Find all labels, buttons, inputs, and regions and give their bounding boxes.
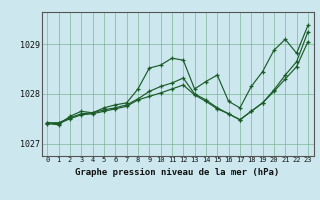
X-axis label: Graphe pression niveau de la mer (hPa): Graphe pression niveau de la mer (hPa): [76, 168, 280, 177]
